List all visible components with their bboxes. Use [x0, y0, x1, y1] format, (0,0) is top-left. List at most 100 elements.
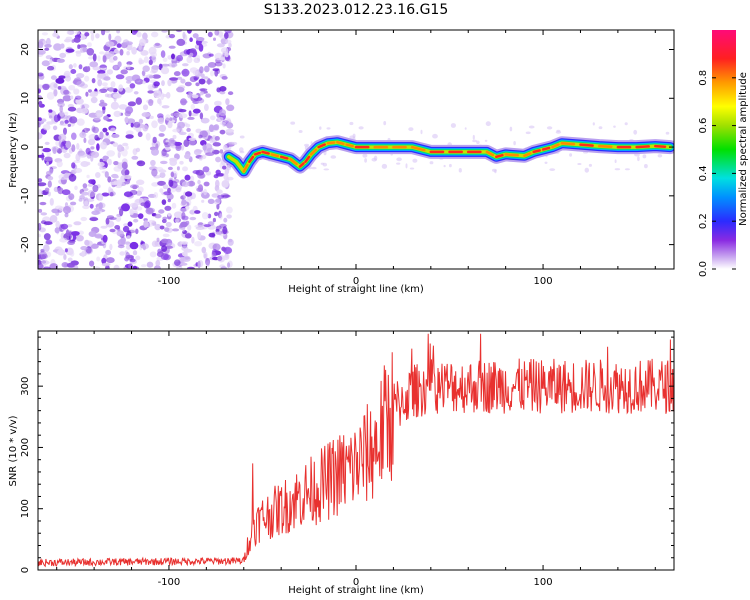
noise-speck: [158, 169, 167, 173]
noise-speck: [43, 266, 51, 269]
noise-speck: [198, 43, 204, 52]
noise-speck: [192, 70, 199, 76]
noise-speck: [167, 79, 172, 87]
noise-speck: [86, 161, 91, 166]
noise-speck: [75, 31, 80, 35]
noise-speck: [120, 69, 128, 75]
noise-speck: [180, 221, 188, 228]
noise-speck: [349, 121, 354, 126]
noise-speck: [172, 128, 180, 133]
noise-speck: [177, 121, 186, 129]
noise-speck: [156, 237, 160, 242]
noise-speck: [176, 166, 180, 171]
noise-speck: [201, 154, 207, 160]
noise-speck: [116, 43, 122, 48]
noise-speck: [78, 198, 83, 202]
noise-speck: [171, 64, 176, 68]
x-tick-label: 100: [534, 276, 553, 287]
noise-speck: [95, 112, 102, 117]
noise-speck: [132, 250, 138, 256]
noise-speck: [221, 76, 228, 80]
noise-speck: [212, 142, 221, 147]
noise-speck: [65, 48, 75, 53]
noise-speck: [167, 198, 171, 203]
noise-speck: [45, 239, 53, 245]
noise-speck: [148, 99, 154, 106]
noise-speck: [82, 183, 88, 189]
noise-speck: [151, 31, 159, 38]
noise-speck: [53, 83, 58, 88]
noise-speck: [172, 228, 180, 232]
noise-speck: [216, 203, 220, 210]
noise-speck: [38, 132, 43, 140]
x-tick-label: 0: [353, 577, 359, 588]
noise-speck: [158, 209, 165, 214]
noise-speck: [58, 75, 66, 79]
noise-speck: [555, 130, 562, 134]
noise-speck: [429, 161, 434, 165]
noise-speck: [592, 122, 595, 126]
noise-speck: [84, 75, 90, 82]
noise-speck: [47, 65, 55, 71]
noise-speck: [97, 72, 107, 79]
noise-speck: [104, 171, 109, 178]
noise-speck: [159, 172, 166, 179]
noise-speck: [450, 123, 456, 128]
noise-speck: [83, 137, 87, 144]
signal-core: [326, 141, 336, 145]
noise-speck: [226, 214, 232, 219]
noise-speck: [108, 86, 114, 93]
noise-speck: [290, 121, 296, 125]
noise-speck: [96, 143, 100, 151]
noise-speck: [195, 128, 202, 134]
noise-speck: [106, 69, 114, 75]
noise-speck: [97, 70, 106, 74]
noise-speck: [82, 204, 90, 210]
noise-speck: [141, 70, 146, 76]
noise-speck: [90, 96, 98, 104]
noise-speck: [147, 84, 155, 91]
noise-speck: [127, 101, 136, 107]
noise-speck: [49, 215, 58, 223]
noise-speck: [162, 216, 168, 220]
noise-speck: [193, 57, 201, 63]
noise-speck: [168, 45, 176, 49]
noise-speck: [227, 238, 234, 246]
noise-speck: [165, 92, 171, 99]
signal-core: [541, 146, 551, 151]
noise-speck: [147, 90, 154, 94]
noise-speck: [125, 130, 134, 136]
noise-speck: [162, 184, 169, 190]
x-tick-label: 100: [534, 577, 553, 588]
noise-speck: [184, 233, 192, 239]
noise-speck: [207, 31, 213, 38]
noise-speck: [644, 164, 648, 169]
noise-speck: [214, 211, 219, 217]
noise-speck: [100, 141, 107, 150]
noise-speck: [197, 172, 206, 179]
signal-core: [504, 153, 520, 157]
noise-speck: [201, 246, 207, 254]
noise-speck: [98, 194, 104, 201]
noise-speck: [124, 116, 129, 124]
noise-speck: [169, 117, 173, 121]
noise-speck: [101, 82, 108, 87]
noise-speck: [155, 259, 161, 267]
noise-speck: [122, 142, 129, 147]
noise-speck: [64, 248, 68, 253]
noise-speck: [584, 167, 589, 173]
signal-core: [304, 155, 311, 163]
noise-speck: [126, 51, 130, 56]
noise-speck: [92, 66, 100, 71]
noise-speck: [60, 43, 65, 49]
noise-speck: [206, 260, 210, 267]
noise-speck: [95, 33, 100, 39]
noise-speck: [214, 61, 223, 67]
noise-speck: [151, 182, 159, 187]
noise-speck: [84, 239, 90, 246]
noise-speck: [65, 140, 72, 149]
noise-speck: [116, 30, 120, 34]
noise-speck: [186, 127, 191, 132]
noise-speck: [186, 266, 195, 269]
noise-speck: [449, 163, 452, 168]
